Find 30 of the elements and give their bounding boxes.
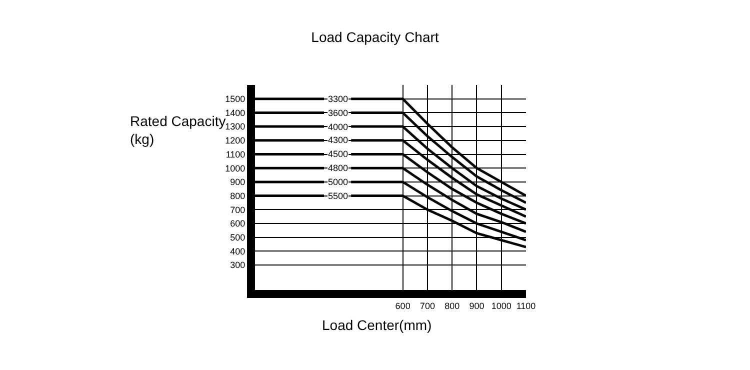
series-label: 5000 (328, 177, 348, 187)
y-tick-label: 600 (230, 218, 246, 229)
x-tick-label: 1000 (491, 300, 512, 311)
y-tick-label: 400 (230, 246, 246, 256)
x-tick-label: 1100 (516, 300, 536, 311)
y-tick-label: 1500 (225, 94, 246, 104)
y-tick-label: 1000 (225, 163, 246, 174)
y-tick-label: 1300 (225, 122, 246, 132)
chart-title: Load Capacity Chart (311, 28, 439, 45)
y-tick-label: 900 (230, 177, 246, 188)
series-label: 4500 (328, 149, 348, 159)
series-label: 5500 (328, 191, 348, 201)
y-tick-label: 1100 (226, 149, 246, 160)
series-label: 4800 (328, 163, 348, 173)
x-tick-label: 600 (395, 300, 410, 311)
y-tick-label: 1200 (225, 136, 246, 146)
series-label: 4300 (328, 135, 348, 145)
y-axis-title: Rated Capacity (kg) (130, 113, 226, 148)
y-tick-label: 500 (230, 232, 246, 243)
series-label: 4000 (328, 122, 348, 132)
y-tick-label: 1400 (225, 108, 246, 118)
x-tick-label: 800 (444, 300, 460, 311)
x-axis-title: Load Center(mm) (322, 317, 432, 333)
series-label: 3600 (328, 108, 348, 118)
y-tick-label: 800 (230, 190, 246, 201)
x-tick-label: 900 (469, 300, 484, 311)
x-tick-label: 700 (420, 300, 435, 311)
y-tick-label: 700 (230, 204, 246, 215)
y-tick-label: 300 (230, 260, 246, 270)
series-label: 3300 (328, 94, 348, 104)
